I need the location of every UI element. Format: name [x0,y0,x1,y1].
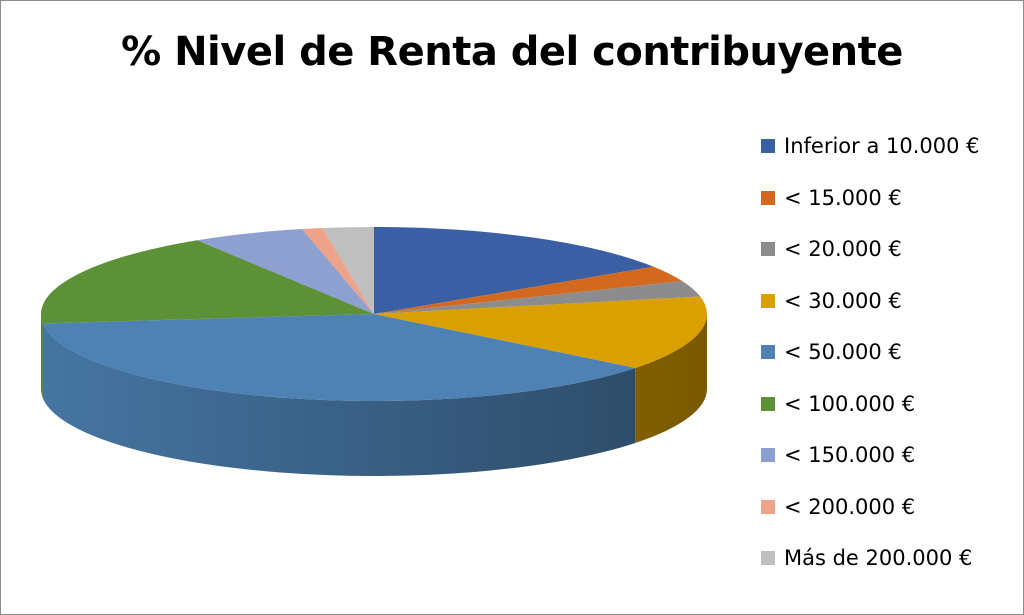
pie-slice-4 [374,296,708,368]
legend-item: < 200.000 € [761,495,915,519]
pie-slice-2 [374,266,683,314]
legend-label: < 150.000 € [784,443,916,467]
pie-slice-9 [322,227,374,314]
pie-slice-3 [374,281,701,314]
legend-item: < 30.000 € [761,289,902,313]
pie-side-5 [42,323,636,476]
pie-slice-7 [197,229,374,314]
legend-label: Más de 200.000 € [784,546,973,570]
legend-item: < 100.000 € [761,392,915,416]
legend-item: < 50.000 € [761,340,902,364]
legend-item: < 150.000 € [761,443,915,467]
legend-swatch [761,190,775,205]
pie-slice-1 [374,227,654,314]
legend-swatch [761,139,775,153]
pie-side-6 [41,314,43,399]
legend-label: < 20.000 € [784,237,902,261]
pie-slice-8 [302,228,374,314]
legend-label: < 30.000 € [784,288,902,313]
legend-label: < 50.000 € [784,340,902,364]
chart-title: % Nivel de Renta del contribuyente [121,29,903,75]
legend-item: Más de 200.000 € [761,546,972,570]
legend-item: Inferior a 10.000 € [761,134,980,158]
legend-swatch [761,499,775,514]
legend-swatch [761,242,775,256]
legend-swatch [761,345,775,359]
legend-swatch [761,396,775,411]
legend-label: < 100.000 € [784,391,916,416]
legend-label: < 15.000 € [784,185,902,210]
legend-item: < 20.000 € [761,237,902,261]
pie-slice-5 [42,314,636,401]
pie-side-4 [635,314,707,443]
legend-label: Inferior a 10.000 € [784,134,980,158]
legend-item: < 15.000 € [761,186,902,210]
pie-slice-6 [40,240,375,324]
legend-label: < 200.000 € [784,494,916,519]
legend-swatch [761,448,775,462]
legend-swatch [761,293,775,308]
legend-swatch [761,551,775,565]
